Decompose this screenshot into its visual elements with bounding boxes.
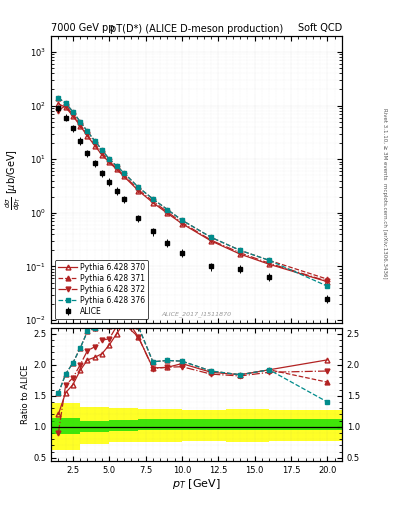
Pythia 6.428 376 <box>209 234 213 240</box>
Pythia 6.428 372 <box>56 108 61 114</box>
Pythia 6.428 376 <box>107 156 112 162</box>
Pythia 6.428 371 <box>151 196 155 202</box>
Pythia 6.428 372 <box>267 260 272 266</box>
Pythia 6.428 370 <box>267 261 272 267</box>
Y-axis label: $\frac{d\sigma}{dp_T}$ [$\mu$b/GeV]: $\frac{d\sigma}{dp_T}$ [$\mu$b/GeV] <box>3 149 23 209</box>
Pythia 6.428 370 <box>100 152 105 158</box>
Pythia 6.428 372 <box>325 278 330 284</box>
Pythia 6.428 370 <box>107 159 112 165</box>
Pythia 6.428 370 <box>121 173 126 179</box>
Pythia 6.428 372 <box>63 102 68 109</box>
Pythia 6.428 376 <box>85 129 90 135</box>
Pythia 6.428 371 <box>78 119 83 125</box>
Text: 7000 GeV pp: 7000 GeV pp <box>51 23 115 33</box>
Text: ALICE_2017_I1511870: ALICE_2017_I1511870 <box>162 311 231 317</box>
Pythia 6.428 371 <box>209 234 213 240</box>
Pythia 6.428 371 <box>267 258 272 264</box>
Pythia 6.428 370 <box>165 210 170 217</box>
Pythia 6.428 376 <box>238 247 242 253</box>
Pythia 6.428 376 <box>151 196 155 202</box>
Pythia 6.428 370 <box>63 104 68 111</box>
Pythia 6.428 370 <box>78 123 83 129</box>
Pythia 6.428 376 <box>63 100 68 106</box>
Pythia 6.428 376 <box>56 95 61 101</box>
Pythia 6.428 372 <box>238 250 242 256</box>
Pythia 6.428 370 <box>180 221 184 227</box>
Pythia 6.428 376 <box>267 258 272 264</box>
Pythia 6.428 376 <box>121 169 126 176</box>
Pythia 6.428 370 <box>71 113 75 119</box>
Legend: Pythia 6.428 370, Pythia 6.428 371, Pythia 6.428 372, Pythia 6.428 376, ALICE: Pythia 6.428 370, Pythia 6.428 371, Pyth… <box>55 260 148 319</box>
Pythia 6.428 371 <box>165 206 170 212</box>
Pythia 6.428 372 <box>107 158 112 164</box>
Pythia 6.428 370 <box>238 251 242 257</box>
Pythia 6.428 372 <box>136 187 141 193</box>
Line: Pythia 6.428 376: Pythia 6.428 376 <box>56 96 330 289</box>
Pythia 6.428 370 <box>85 133 90 139</box>
Pythia 6.428 372 <box>85 132 90 138</box>
Pythia 6.428 372 <box>180 220 184 226</box>
Pythia 6.428 371 <box>85 129 90 135</box>
Pythia 6.428 371 <box>71 109 75 115</box>
Pythia 6.428 371 <box>56 95 61 101</box>
Y-axis label: Ratio to ALICE: Ratio to ALICE <box>21 365 30 424</box>
Pythia 6.428 371 <box>238 247 242 253</box>
Pythia 6.428 376 <box>114 163 119 169</box>
Pythia 6.428 371 <box>136 184 141 190</box>
Pythia 6.428 376 <box>136 184 141 190</box>
Pythia 6.428 371 <box>100 147 105 153</box>
Line: Pythia 6.428 370: Pythia 6.428 370 <box>56 101 330 284</box>
Pythia 6.428 372 <box>100 150 105 156</box>
Pythia 6.428 370 <box>92 142 97 148</box>
Pythia 6.428 376 <box>165 206 170 212</box>
Text: Rivet 3.1.10, ≥ 3M events: Rivet 3.1.10, ≥ 3M events <box>382 108 387 179</box>
Pythia 6.428 371 <box>92 138 97 144</box>
Pythia 6.428 372 <box>92 141 97 147</box>
Pythia 6.428 370 <box>151 200 155 206</box>
Pythia 6.428 372 <box>78 122 83 128</box>
Pythia 6.428 370 <box>136 187 141 194</box>
X-axis label: $p_T$ [GeV]: $p_T$ [GeV] <box>172 477 221 492</box>
Pythia 6.428 376 <box>92 138 97 144</box>
Pythia 6.428 371 <box>114 163 119 169</box>
Pythia 6.428 372 <box>121 172 126 178</box>
Title: pT(D*) (ALICE D-meson production): pT(D*) (ALICE D-meson production) <box>110 24 283 34</box>
Pythia 6.428 370 <box>56 101 61 107</box>
Line: Pythia 6.428 372: Pythia 6.428 372 <box>56 103 330 284</box>
Pythia 6.428 372 <box>151 198 155 204</box>
Text: mcplots.cern.ch [arXiv:1306.3436]: mcplots.cern.ch [arXiv:1306.3436] <box>382 183 387 278</box>
Pythia 6.428 370 <box>209 238 213 244</box>
Pythia 6.428 371 <box>107 156 112 162</box>
Pythia 6.428 372 <box>165 209 170 215</box>
Pythia 6.428 370 <box>114 166 119 173</box>
Pythia 6.428 372 <box>114 165 119 172</box>
Pythia 6.428 372 <box>209 237 213 243</box>
Pythia 6.428 370 <box>325 279 330 285</box>
Pythia 6.428 372 <box>71 112 75 118</box>
Pythia 6.428 376 <box>71 109 75 115</box>
Pythia 6.428 371 <box>325 276 330 282</box>
Pythia 6.428 371 <box>180 217 184 223</box>
Pythia 6.428 371 <box>63 100 68 106</box>
Pythia 6.428 371 <box>121 169 126 176</box>
Text: Soft QCD: Soft QCD <box>298 23 342 33</box>
Line: Pythia 6.428 371: Pythia 6.428 371 <box>56 96 330 282</box>
Pythia 6.428 376 <box>325 283 330 289</box>
Pythia 6.428 376 <box>78 119 83 125</box>
Pythia 6.428 376 <box>100 147 105 153</box>
Pythia 6.428 376 <box>180 217 184 223</box>
